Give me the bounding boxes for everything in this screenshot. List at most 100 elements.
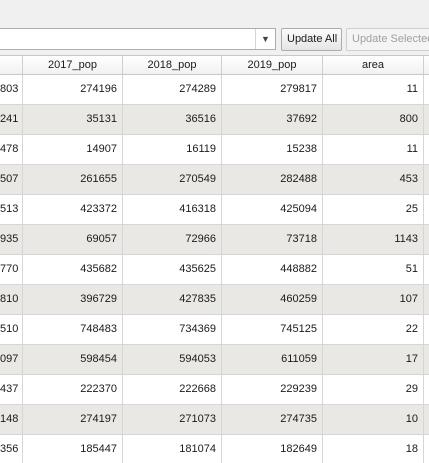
table-cell[interactable]: 16119 <box>123 135 222 164</box>
table-cell[interactable]: 15238 <box>222 135 323 164</box>
table-cell[interactable]: 356 <box>0 435 23 463</box>
table-cell[interactable]: 810 <box>0 285 23 314</box>
table-cell[interactable]: 423372 <box>23 195 123 224</box>
table-cell[interactable]: 222370 <box>23 375 123 404</box>
table-row[interactable]: 241 35131 36516 37692 800 <box>0 105 429 135</box>
table-cell[interactable]: 182649 <box>222 435 323 463</box>
table-cell[interactable]: 279817 <box>222 75 323 104</box>
table-cell[interactable]: 229239 <box>222 375 323 404</box>
table-cell[interactable]: 734369 <box>123 315 222 344</box>
table-cell[interactable]: 107 <box>323 285 424 314</box>
table-cell[interactable]: 282488 <box>222 165 323 194</box>
table-cell[interactable]: 271073 <box>123 405 222 434</box>
table-cell[interactable]: 274196 <box>23 75 123 104</box>
table-row[interactable]: 935 69057 72966 73718 1143 <box>0 225 429 255</box>
table-cell[interactable]: 507 <box>0 165 23 194</box>
table-cell[interactable]: 270549 <box>123 165 222 194</box>
update-all-button[interactable]: Update All <box>281 28 342 51</box>
table-cell[interactable]: 51 <box>323 255 424 284</box>
table-cell[interactable] <box>424 405 429 434</box>
table-cell[interactable]: 803 <box>0 75 23 104</box>
table-cell[interactable]: 17 <box>323 345 424 374</box>
table-cell[interactable]: 748483 <box>23 315 123 344</box>
table-row[interactable]: 356 185447 181074 182649 18 <box>0 435 429 463</box>
table-cell[interactable]: 18 <box>323 435 424 463</box>
table-cell[interactable]: 10 <box>323 405 424 434</box>
table-row[interactable]: 507 261655 270549 282488 453 <box>0 165 429 195</box>
table-cell[interactable]: 425094 <box>222 195 323 224</box>
table-row[interactable]: 803 274196 274289 279817 11 <box>0 75 429 105</box>
table-cell[interactable]: 185447 <box>23 435 123 463</box>
table-cell[interactable]: 11 <box>323 135 424 164</box>
table-cell[interactable] <box>424 75 429 104</box>
chevron-down-icon[interactable]: ▼ <box>255 29 275 49</box>
table-cell[interactable]: 427835 <box>123 285 222 314</box>
table-cell[interactable]: 274735 <box>222 405 323 434</box>
table-cell[interactable]: 22 <box>323 315 424 344</box>
table-cell[interactable]: 274197 <box>23 405 123 434</box>
table-cell[interactable]: 097 <box>0 345 23 374</box>
table-cell[interactable]: 478 <box>0 135 23 164</box>
table-row[interactable]: 148 274197 271073 274735 10 <box>0 405 429 435</box>
table-cell[interactable]: 37692 <box>222 105 323 134</box>
column-header-area[interactable]: area <box>323 56 424 74</box>
table-cell[interactable]: 598454 <box>23 345 123 374</box>
table-cell[interactable]: 770 <box>0 255 23 284</box>
table-cell[interactable] <box>424 195 429 224</box>
table-cell[interactable]: 35131 <box>23 105 123 134</box>
update-selected-button[interactable]: Update Selected <box>346 28 429 51</box>
table-cell[interactable]: 69057 <box>23 225 123 254</box>
table-cell[interactable]: 36516 <box>123 105 222 134</box>
table-cell[interactable]: 460259 <box>222 285 323 314</box>
table-cell[interactable]: 510 <box>0 315 23 344</box>
table-row[interactable]: 097 598454 594053 611059 17 <box>0 345 429 375</box>
table-cell[interactable]: 11 <box>323 75 424 104</box>
column-header-2018-pop[interactable]: 2018_pop <box>123 56 222 74</box>
table-cell[interactable]: 14907 <box>23 135 123 164</box>
table-cell[interactable] <box>424 375 429 404</box>
table-cell[interactable]: 611059 <box>222 345 323 374</box>
table-row[interactable]: 513 423372 416318 425094 25 <box>0 195 429 225</box>
table-cell[interactable] <box>424 285 429 314</box>
table-cell[interactable]: 1143 <box>323 225 424 254</box>
table-cell[interactable] <box>424 435 429 463</box>
table-cell[interactable]: 241 <box>0 105 23 134</box>
column-header[interactable] <box>0 56 23 74</box>
table-row[interactable]: 478 14907 16119 15238 11 <box>0 135 429 165</box>
table-row[interactable]: 810 396729 427835 460259 107 <box>0 285 429 315</box>
table-cell[interactable]: 72966 <box>123 225 222 254</box>
table-cell[interactable] <box>424 135 429 164</box>
table-row[interactable]: 510 748483 734369 745125 22 <box>0 315 429 345</box>
table-cell[interactable] <box>424 165 429 194</box>
table-cell[interactable]: 594053 <box>123 345 222 374</box>
column-header-2017-pop[interactable]: 2017_pop <box>23 56 123 74</box>
table-cell[interactable]: 745125 <box>222 315 323 344</box>
table-cell[interactable]: 435625 <box>123 255 222 284</box>
table-cell[interactable]: 29 <box>323 375 424 404</box>
table-cell[interactable]: 73718 <box>222 225 323 254</box>
table-cell[interactable]: 416318 <box>123 195 222 224</box>
table-cell[interactable] <box>424 225 429 254</box>
table-cell[interactable]: 800 <box>323 105 424 134</box>
table-cell[interactable]: 935 <box>0 225 23 254</box>
table-cell[interactable] <box>424 255 429 284</box>
table-cell[interactable]: 437 <box>0 375 23 404</box>
table-cell[interactable]: 453 <box>323 165 424 194</box>
table-cell[interactable]: 222668 <box>123 375 222 404</box>
table-cell[interactable]: 181074 <box>123 435 222 463</box>
table-row[interactable]: 770 435682 435625 448882 51 <box>0 255 429 285</box>
field-combo-box[interactable]: ▼ <box>0 28 276 50</box>
table-cell[interactable]: 261655 <box>23 165 123 194</box>
table-row[interactable]: 437 222370 222668 229239 29 <box>0 375 429 405</box>
column-header[interactable] <box>424 56 429 74</box>
table-cell[interactable]: 148 <box>0 405 23 434</box>
table-cell[interactable] <box>424 105 429 134</box>
table-cell[interactable]: 448882 <box>222 255 323 284</box>
table-cell[interactable]: 435682 <box>23 255 123 284</box>
table-cell[interactable]: 25 <box>323 195 424 224</box>
table-cell[interactable]: 513 <box>0 195 23 224</box>
table-cell[interactable]: 274289 <box>123 75 222 104</box>
table-cell[interactable]: 396729 <box>23 285 123 314</box>
table-cell[interactable] <box>424 315 429 344</box>
table-cell[interactable] <box>424 345 429 374</box>
